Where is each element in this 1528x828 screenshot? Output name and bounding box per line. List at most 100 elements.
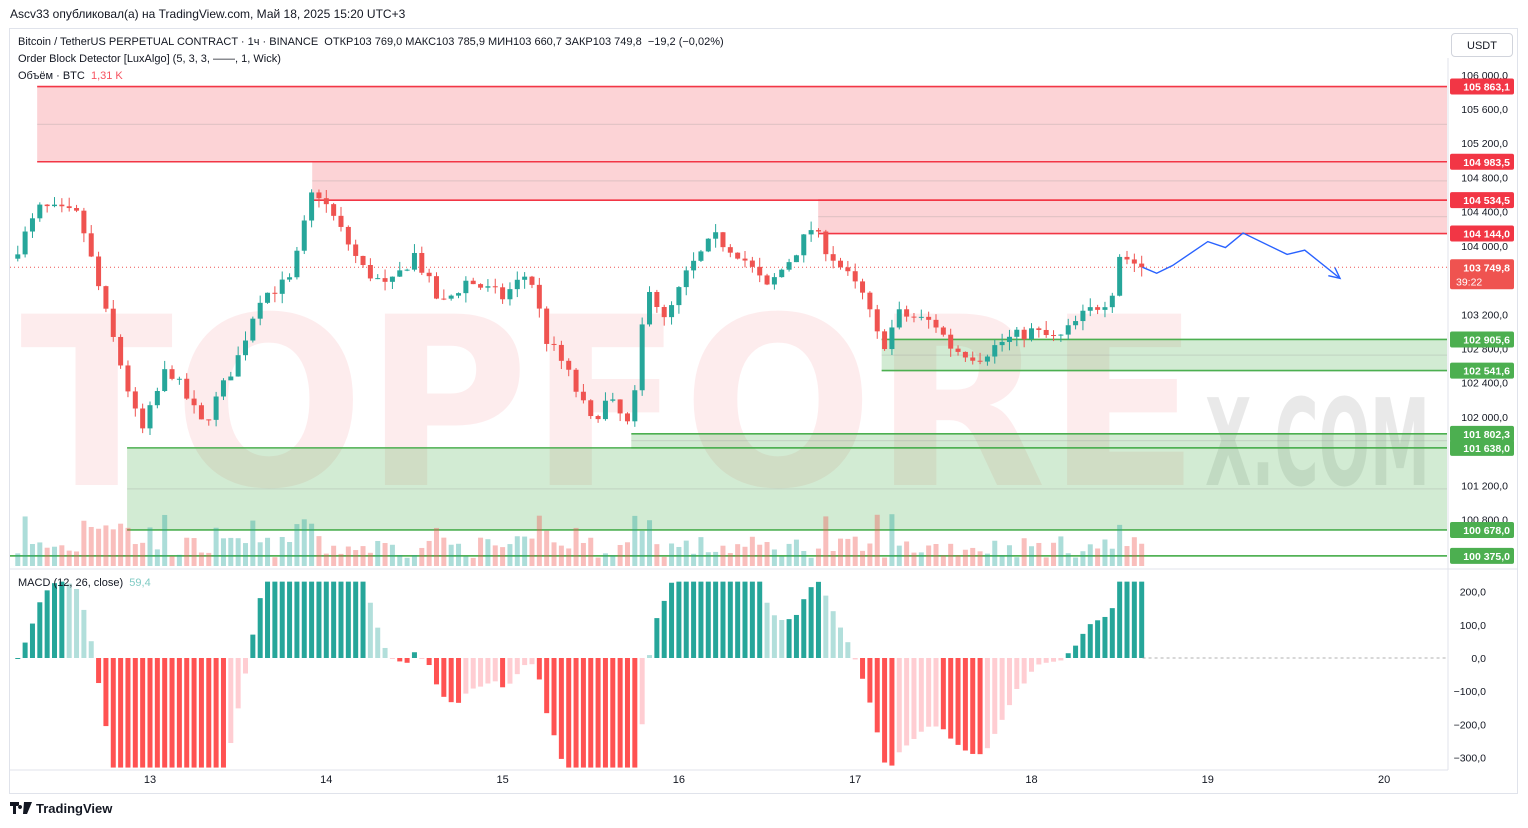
bull-top-label-1: 101 802,3 xyxy=(1463,429,1510,441)
macd-bar xyxy=(624,658,630,768)
candle-body xyxy=(309,192,315,221)
candle-body xyxy=(911,316,917,318)
volume-bar xyxy=(478,537,484,566)
candle-body xyxy=(1073,321,1079,326)
volume-bar xyxy=(882,557,888,566)
volume-bar xyxy=(15,553,21,566)
candle-body xyxy=(720,232,726,248)
currency-button[interactable]: USDT xyxy=(1451,33,1513,57)
candle-body xyxy=(661,307,667,318)
legend-macd-line[interactable]: MACD (12, 26, close) 59,4 xyxy=(18,577,151,589)
macd-bar xyxy=(103,658,109,727)
candle-body xyxy=(448,295,454,299)
volume-bar xyxy=(948,543,954,566)
candle-body xyxy=(301,220,307,251)
bull-top-label-0-bg xyxy=(1450,331,1514,348)
legend-indicator-line[interactable]: Order Block Detector [LuxAlgo] (5, 3, 3,… xyxy=(18,53,281,65)
volume-value: 1,31 K xyxy=(90,70,123,82)
candle-body xyxy=(683,270,689,288)
candle-body xyxy=(441,298,447,300)
volume-bar xyxy=(1102,539,1108,566)
volume-bar xyxy=(786,543,792,566)
macd-bar xyxy=(852,658,858,660)
volume-bar xyxy=(140,542,146,566)
macd-bar xyxy=(433,658,439,685)
macd-bar xyxy=(544,658,550,714)
candle-body xyxy=(147,405,153,429)
macd-bar xyxy=(309,581,315,658)
candle-body xyxy=(257,302,263,319)
volume-bar xyxy=(933,544,939,566)
macd-bar xyxy=(558,658,564,759)
price-tick-label: 105 600,0 xyxy=(1461,104,1508,116)
candle-body xyxy=(1124,256,1130,260)
volume-bar xyxy=(22,516,28,566)
volume-bar xyxy=(838,538,844,566)
candle-body xyxy=(162,369,168,392)
volume-bar xyxy=(125,527,131,566)
projection-arrowhead xyxy=(1328,267,1342,280)
volume-bar xyxy=(852,536,858,566)
watermark-suffix: X.COM xyxy=(1205,375,1430,514)
volume-bar xyxy=(294,524,300,566)
candle-body xyxy=(918,316,924,318)
candles[interactable] xyxy=(15,189,1145,436)
symbol-title[interactable]: Bitcoin / TetherUS PERPETUAL CONTRACT · … xyxy=(18,36,319,48)
volume-bar xyxy=(235,538,241,566)
macd-bar xyxy=(213,658,219,768)
volume-bar xyxy=(558,545,564,566)
macd-bar xyxy=(1021,658,1027,684)
macd-title[interactable]: MACD (12, 26, close) xyxy=(18,577,124,589)
candle-body xyxy=(742,258,748,261)
candle-body xyxy=(154,391,160,406)
candle-body xyxy=(338,215,344,227)
volume-bar xyxy=(639,530,645,566)
macd-tick-label: −300,0 xyxy=(1454,753,1487,765)
bear-bottom-label-1-bg xyxy=(1450,192,1514,209)
macd-bar xyxy=(1087,624,1093,658)
macd-tick-label: 200,0 xyxy=(1460,587,1486,599)
volume-bar xyxy=(742,546,748,566)
macd-bar xyxy=(485,658,491,684)
volume-bar xyxy=(632,515,638,566)
price-labels: 105 863,1 104 983,5 104 534,5 104 144,0 102 … xyxy=(1450,78,1514,564)
price-tick-label: 102 400,0 xyxy=(1461,378,1508,390)
macd-histogram xyxy=(15,581,1447,768)
bear-top-label-0: 105 863,1 xyxy=(1463,82,1510,94)
macd-bar xyxy=(500,658,506,688)
volume-bar xyxy=(88,526,94,566)
candle-body xyxy=(933,319,939,328)
candle-body xyxy=(793,255,799,263)
macd-bar xyxy=(367,602,373,658)
volume-bar xyxy=(404,557,410,566)
candle-body xyxy=(404,269,410,271)
macd-bar xyxy=(698,581,704,658)
macd-bar xyxy=(1043,658,1049,663)
volume-title[interactable]: Объём · BTC xyxy=(18,70,85,82)
macd-bar xyxy=(52,583,58,658)
indicator-title[interactable]: Order Block Detector [LuxAlgo] (5, 3, 3,… xyxy=(18,53,281,65)
candle-body xyxy=(250,318,256,341)
candle-body xyxy=(198,405,204,420)
candle-body xyxy=(955,348,961,352)
macd-bar xyxy=(551,658,557,736)
candle-body xyxy=(514,279,520,290)
candle-body xyxy=(1051,335,1057,337)
macd-bar xyxy=(970,658,976,754)
volume-bar xyxy=(367,552,373,566)
candle-body xyxy=(1080,310,1086,322)
macd-bar xyxy=(397,658,403,662)
legend-volume-line[interactable]: Объём · BTC 1,31 K xyxy=(18,70,123,82)
bear-bottom-label-2-bg xyxy=(1450,225,1514,242)
volume-bar xyxy=(265,537,271,566)
macd-tick-label: 0,0 xyxy=(1471,653,1486,665)
volume-bar xyxy=(96,528,102,566)
volume-bar xyxy=(867,543,873,566)
macd-bar xyxy=(933,658,939,727)
macd-bar xyxy=(15,658,21,659)
macd-bar xyxy=(948,658,954,739)
macd-bar xyxy=(749,581,755,658)
volume-bar xyxy=(1139,543,1145,566)
volume-bar xyxy=(110,529,116,566)
